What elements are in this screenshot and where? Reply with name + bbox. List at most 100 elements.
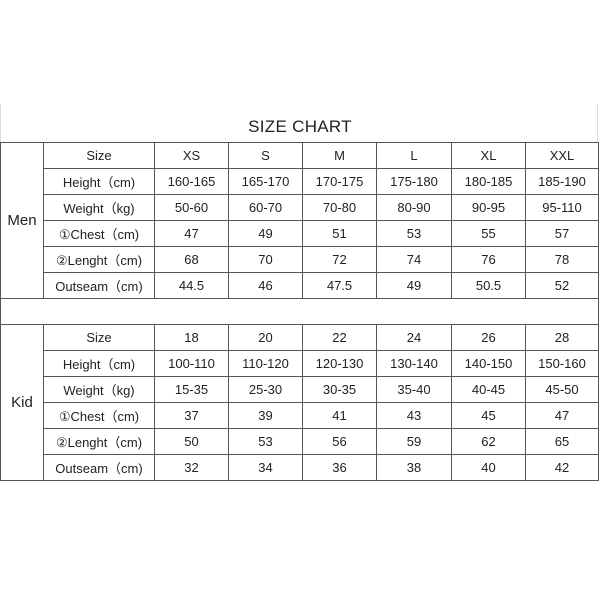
value-cell: 150-160 (525, 350, 599, 377)
value-cell: 76 (451, 246, 526, 273)
value-cell: 57 (525, 220, 599, 247)
value-cell: 165-170 (228, 168, 303, 195)
value-cell: 180-185 (451, 168, 526, 195)
table-row: ①Chest（cm) 47 49 51 53 55 57 (1, 220, 599, 247)
row-label: ①Chest（cm) (43, 402, 155, 429)
value-cell: 50 (154, 428, 229, 455)
value-cell: 68 (154, 246, 229, 273)
row-label: Height（cm) (43, 168, 155, 195)
value-cell: 26 (451, 324, 526, 351)
value-cell: XXL (525, 142, 599, 169)
row-label: ①Chest（cm) (43, 220, 155, 247)
row-label: Height（cm) (43, 350, 155, 377)
value-cell: 34 (228, 454, 303, 481)
row-label: ②Lenght（cm) (43, 428, 155, 455)
value-cell: 52 (525, 272, 599, 299)
value-cell: 53 (228, 428, 303, 455)
value-cell: 59 (376, 428, 452, 455)
group-label: Kid (0, 324, 44, 481)
value-cell: 38 (376, 454, 452, 481)
table-row: Kid Size 18 20 22 24 26 28 (0, 324, 599, 481)
value-cell: 15-35 (154, 376, 229, 403)
value-cell: 40 (451, 454, 526, 481)
table-row: Outseam（cm) 44.5 46 47.5 49 50.5 52 (1, 272, 599, 299)
table-row: Height（cm) 160-165 165-170 170-175 175-180 18… (1, 168, 599, 195)
value-cell: 47.5 (302, 272, 377, 299)
value-cell: 120-130 (302, 350, 377, 377)
value-cell: 95-110 (525, 194, 599, 221)
value-cell: 35-40 (376, 376, 452, 403)
value-cell: 170-175 (302, 168, 377, 195)
table-row: ①Chest（cm) 37 39 41 43 45 47 (1, 402, 599, 429)
value-cell: 49 (228, 220, 303, 247)
value-cell: 60-70 (228, 194, 303, 221)
value-cell: 80-90 (376, 194, 452, 221)
value-cell: 43 (376, 402, 452, 429)
value-cell: 22 (302, 324, 377, 351)
table-row: Weight（kg) 15-35 25-30 30-35 35-40 40-45 45-50 (1, 376, 599, 403)
row-label: Outseam（cm) (43, 272, 155, 299)
value-cell: 20 (228, 324, 303, 351)
left-edge-line (0, 104, 1, 142)
value-cell: 47 (525, 402, 599, 429)
value-cell: XS (154, 142, 229, 169)
value-cell: 30-35 (302, 376, 377, 403)
value-cell: 65 (525, 428, 599, 455)
value-cell: 175-180 (376, 168, 452, 195)
value-cell: 72 (302, 246, 377, 273)
size-chart-table: Men Size XS S M L XL XXL Height（cm) 160-165 165-17… (0, 142, 599, 481)
value-cell: 55 (451, 220, 526, 247)
value-cell: 42 (525, 454, 599, 481)
value-cell: L (376, 142, 452, 169)
row-label: Weight（kg) (43, 194, 155, 221)
value-cell: 70-80 (302, 194, 377, 221)
value-cell: 32 (154, 454, 229, 481)
value-cell: 185-190 (525, 168, 599, 195)
value-cell: 100-110 (154, 350, 229, 377)
value-cell: 45 (451, 402, 526, 429)
right-edge-line (597, 104, 598, 142)
value-cell: M (302, 142, 377, 169)
value-cell: 90-95 (451, 194, 526, 221)
value-cell: 62 (451, 428, 526, 455)
value-cell: XL (451, 142, 526, 169)
value-cell: 46 (228, 272, 303, 299)
value-cell: 36 (302, 454, 377, 481)
value-cell: 70 (228, 246, 303, 273)
value-cell: 41 (302, 402, 377, 429)
value-cell: 110-120 (228, 350, 303, 377)
value-cell: 24 (376, 324, 452, 351)
value-cell: 44.5 (154, 272, 229, 299)
value-cell: S (228, 142, 303, 169)
table-row: Outseam（cm) 32 34 36 38 40 42 (1, 454, 599, 481)
value-cell: 78 (525, 246, 599, 273)
value-cell: 50-60 (154, 194, 229, 221)
page-title: SIZE CHART (248, 117, 352, 136)
spacer-row (0, 298, 599, 325)
group-label: Men (0, 142, 44, 299)
value-cell: 25-30 (228, 376, 303, 403)
value-cell: 74 (376, 246, 452, 273)
value-cell: 45-50 (525, 376, 599, 403)
table-row: Height（cm) 100-110 110-120 120-130 130-140 14… (1, 350, 599, 377)
value-cell: 53 (376, 220, 452, 247)
value-cell: 56 (302, 428, 377, 455)
value-cell: 28 (525, 324, 599, 351)
table-row: Weight（kg) 50-60 60-70 70-80 80-90 90-95 95-11… (1, 194, 599, 221)
value-cell: 37 (154, 402, 229, 429)
value-cell: 51 (302, 220, 377, 247)
table-row: ②Lenght（cm) 68 70 72 74 76 78 (1, 246, 599, 273)
value-cell: 40-45 (451, 376, 526, 403)
spacer-cell (0, 298, 599, 325)
table-row: ②Lenght（cm) 50 53 56 59 62 65 (1, 428, 599, 455)
value-cell: 49 (376, 272, 452, 299)
value-cell: 160-165 (154, 168, 229, 195)
row-label: Size (43, 142, 155, 169)
row-label: ②Lenght（cm) (43, 246, 155, 273)
value-cell: 50.5 (451, 272, 526, 299)
table-row: Men Size XS S M L XL XXL (0, 142, 599, 299)
value-cell: 18 (154, 324, 229, 351)
row-label: Size (43, 324, 155, 351)
row-label: Outseam（cm) (43, 454, 155, 481)
row-label: Weight（kg) (43, 376, 155, 403)
